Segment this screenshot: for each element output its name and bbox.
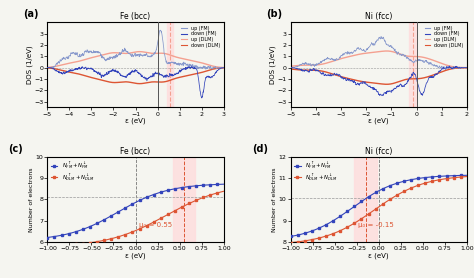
$N^\uparrow_{FM}+N^\downarrow_{FM}$ — [335, 216, 340, 220]
X-axis label: ε (eV): ε (eV) — [125, 252, 146, 259]
Legend: up (FM), down (FM), up (DLM), down (DLM): up (FM), down (FM), up (DLM), down (DLM) — [424, 25, 465, 49]
$N^\uparrow_{DLM}+N^\downarrow_{DLM}$ — [288, 241, 293, 244]
$N^\uparrow_{FM}+N^\downarrow_{FM}$ — [288, 235, 293, 238]
Title: Ni (fcc): Ni (fcc) — [365, 147, 392, 156]
$N^\uparrow_{FM}+N^\downarrow_{FM}$ — [464, 174, 470, 177]
$N^\uparrow_{FM}+N^\downarrow_{FM}$ — [299, 233, 304, 236]
Text: μ₀ = 0.55: μ₀ = 0.55 — [139, 222, 172, 227]
Y-axis label: DOS (1/eV): DOS (1/eV) — [269, 46, 276, 84]
Line: $N^\uparrow_{DLM}+N^\downarrow_{DLM}$: $N^\uparrow_{DLM}+N^\downarrow_{DLM}$ — [46, 190, 225, 247]
$N^\uparrow_{FM}+N^\downarrow_{FM}$ — [91, 223, 97, 226]
$N^\uparrow_{DLM}+N^\downarrow_{DLM}$ — [212, 192, 218, 195]
$N^\uparrow_{DLM}+N^\downarrow_{DLM}$ — [320, 235, 326, 239]
$N^\uparrow_{DLM}+N^\downarrow_{DLM}$ — [221, 190, 227, 193]
Bar — [354, 157, 377, 242]
$N^\uparrow_{DLM}+N^\downarrow_{DLM}$ — [52, 244, 57, 247]
$N^\uparrow_{FM}+N^\downarrow_{FM}$ — [221, 183, 227, 186]
$N^\uparrow_{FM}+N^\downarrow_{FM}$ — [206, 183, 211, 187]
Bar — [167, 22, 173, 107]
$N^\uparrow_{FM}+N^\downarrow_{FM}$ — [52, 235, 57, 238]
Line: $N^\uparrow_{FM}+N^\downarrow_{FM}$: $N^\uparrow_{FM}+N^\downarrow_{FM}$ — [46, 183, 225, 239]
Text: (d): (d) — [252, 144, 268, 154]
Y-axis label: DOS (1/eV): DOS (1/eV) — [26, 46, 33, 84]
Text: (c): (c) — [9, 144, 23, 154]
$N^\uparrow_{FM}+N^\downarrow_{FM}$ — [212, 183, 218, 186]
$N^\uparrow_{DLM}+N^\downarrow_{DLM}$ — [91, 240, 97, 244]
Title: Ni (fcc): Ni (fcc) — [365, 13, 392, 21]
Legend: $N^\uparrow_{FM}+N^\downarrow_{FM}$, $N^\uparrow_{DLM}+N^\downarrow_{DLM}$: $N^\uparrow_{FM}+N^\downarrow_{FM}$, $N^… — [293, 159, 338, 184]
Line: $N^\uparrow_{FM}+N^\downarrow_{FM}$: $N^\uparrow_{FM}+N^\downarrow_{FM}$ — [290, 174, 468, 238]
Text: μ₀ = -0.15: μ₀ = -0.15 — [357, 222, 393, 227]
$N^\uparrow_{DLM}+N^\downarrow_{DLM}$ — [295, 240, 301, 244]
$N^\uparrow_{DLM}+N^\downarrow_{DLM}$ — [464, 175, 470, 178]
$N^\uparrow_{DLM}+N^\downarrow_{DLM}$ — [449, 176, 455, 180]
$N^\uparrow_{DLM}+N^\downarrow_{DLM}$ — [55, 244, 61, 247]
$N^\uparrow_{FM}+N^\downarrow_{FM}$ — [320, 224, 326, 228]
Title: Fe (bcc): Fe (bcc) — [120, 13, 151, 21]
Line: $N^\uparrow_{DLM}+N^\downarrow_{DLM}$: $N^\uparrow_{DLM}+N^\downarrow_{DLM}$ — [290, 175, 468, 244]
Legend: $N^\uparrow_{FM}+N^\downarrow_{FM}$, $N^\uparrow_{DLM}+N^\downarrow_{DLM}$: $N^\uparrow_{FM}+N^\downarrow_{FM}$, $N^… — [50, 159, 95, 184]
$N^\uparrow_{FM}+N^\downarrow_{FM}$ — [55, 234, 61, 238]
Y-axis label: Number of electrons: Number of electrons — [29, 167, 34, 232]
$N^\uparrow_{DLM}+N^\downarrow_{DLM}$ — [335, 230, 340, 234]
Text: (b): (b) — [266, 9, 282, 19]
Bar — [173, 157, 195, 242]
Bar — [410, 22, 416, 107]
$N^\uparrow_{FM}+N^\downarrow_{FM}$ — [449, 174, 455, 177]
X-axis label: ε (eV): ε (eV) — [125, 118, 146, 125]
$N^\uparrow_{FM}+N^\downarrow_{FM}$ — [45, 236, 50, 239]
$N^\uparrow_{DLM}+N^\downarrow_{DLM}$ — [77, 242, 83, 246]
$N^\uparrow_{DLM}+N^\downarrow_{DLM}$ — [299, 240, 304, 243]
X-axis label: ε (eV): ε (eV) — [368, 252, 389, 259]
$N^\uparrow_{FM}+N^\downarrow_{FM}$ — [77, 229, 83, 232]
Title: Fe (bcc): Fe (bcc) — [120, 147, 151, 156]
Y-axis label: Number of electrons: Number of electrons — [272, 167, 277, 232]
$N^\uparrow_{FM}+N^\downarrow_{FM}$ — [295, 234, 301, 237]
$N^\uparrow_{DLM}+N^\downarrow_{DLM}$ — [45, 244, 50, 248]
Legend: up (FM), down (FM), up (DLM), down (DLM): up (FM), down (FM), up (DLM), down (DLM) — [180, 25, 221, 49]
Text: (a): (a) — [23, 9, 38, 19]
X-axis label: ε (eV): ε (eV) — [368, 118, 389, 125]
$N^\uparrow_{DLM}+N^\downarrow_{DLM}$ — [455, 176, 461, 179]
$N^\uparrow_{FM}+N^\downarrow_{FM}$ — [455, 174, 461, 177]
$N^\uparrow_{DLM}+N^\downarrow_{DLM}$ — [206, 194, 211, 197]
